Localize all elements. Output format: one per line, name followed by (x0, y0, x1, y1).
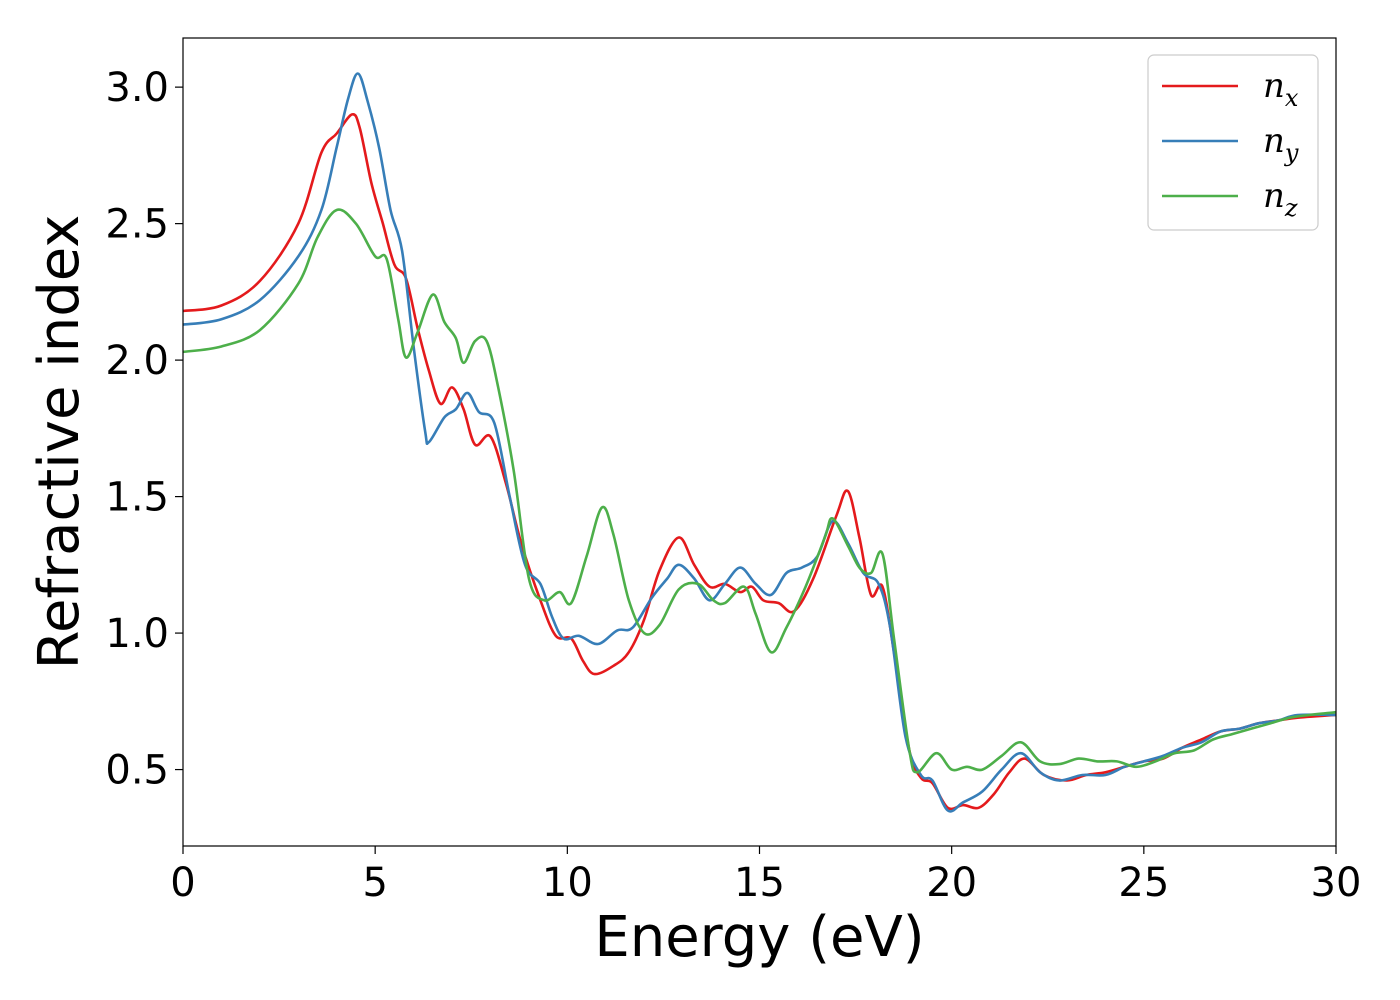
series-layer (182, 72, 1337, 813)
y-tick-label: 2.0 (105, 338, 169, 384)
x-tick-label: 0 (170, 860, 195, 906)
legend-box (1147, 54, 1319, 231)
series-line-nz (182, 208, 1337, 774)
y-tick-label: 3.0 (105, 65, 169, 111)
x-tick-label: 15 (734, 860, 785, 906)
plot-background (183, 38, 1336, 846)
x-tick-label: 30 (1311, 860, 1362, 906)
y-tick-label: 1.5 (105, 475, 169, 521)
x-axis-title: Energy (eV) (594, 905, 924, 970)
x-tick-label: 20 (926, 860, 977, 906)
x-axis: 0 5 10 15 20 25 30 (170, 846, 1361, 906)
y-tick-label: 1.0 (105, 611, 169, 657)
y-tick-label: 0.5 (105, 748, 169, 794)
x-tick-label: 10 (542, 860, 593, 906)
y-tick-label: 2.5 (105, 202, 169, 248)
series-line-ny (182, 72, 1337, 813)
x-tick-label: 5 (362, 860, 387, 906)
y-axis: 0.5 1.0 1.5 2.0 2.5 3.0 (105, 65, 183, 794)
x-tick-label: 25 (1118, 860, 1169, 906)
y-axis-title: Refractive index (27, 215, 92, 670)
